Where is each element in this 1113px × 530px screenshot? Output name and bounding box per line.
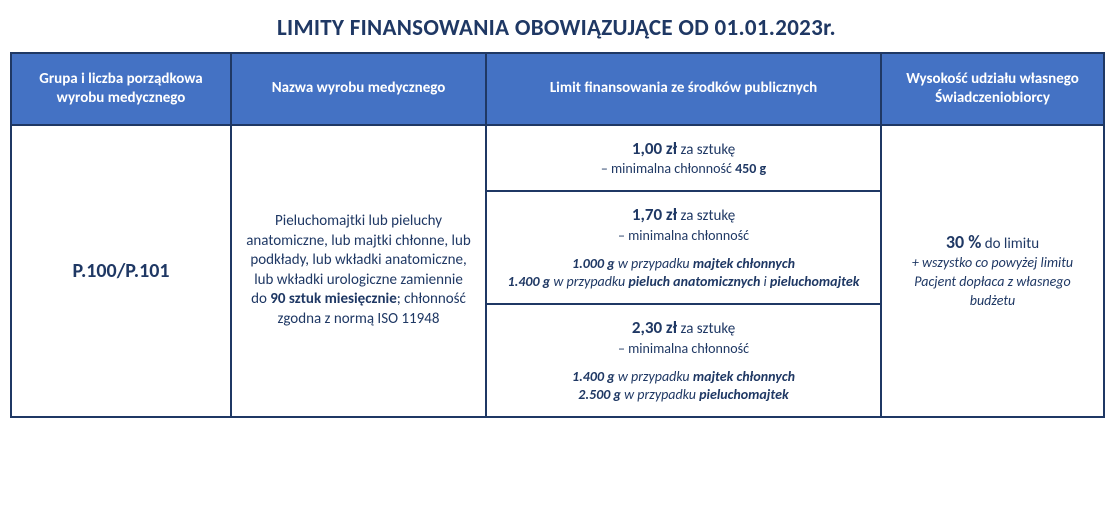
limit-3-unit: za sztukę bbox=[677, 320, 735, 338]
header-limit: Limit finansowania ze środków publicznyc… bbox=[486, 53, 881, 125]
limit-2-details: 1.000 g w przypadku majtek chłonnych 1.4… bbox=[501, 255, 866, 291]
cell-product: Pieluchomajtki lub pieluchy anatomiczne,… bbox=[231, 125, 486, 418]
share-pct: 30 % bbox=[946, 231, 981, 253]
header-product: Nazwa wyrobu medycznego bbox=[231, 53, 486, 125]
cell-code: P.100/P.101 bbox=[11, 125, 231, 418]
limit-3-details: 1.400 g w przypadku majtek chłonnych 2.5… bbox=[501, 368, 866, 404]
share-extra: + wszystko co powyżej limitu Pacjent dop… bbox=[896, 254, 1089, 311]
limit-1-sub-bold: 450 g bbox=[735, 160, 766, 177]
page-title: LIMITY FINANSOWANIA OBOWIĄZUJĄCE OD 01.0… bbox=[10, 14, 1103, 42]
limit-2-price: 1,70 zł bbox=[632, 204, 677, 225]
cell-limit-3: 2,30 zł za sztukę – minimalna chłonność … bbox=[486, 304, 881, 417]
cell-share: 30 % do limitu + wszystko co powyżej lim… bbox=[881, 125, 1104, 418]
table-row: P.100/P.101 Pieluchomajtki lub pieluchy … bbox=[11, 125, 1104, 192]
financing-limits-table: Grupa i liczba porządkowa wyrobu medyczn… bbox=[10, 52, 1105, 418]
table-header-row: Grupa i liczba porządkowa wyrobu medyczn… bbox=[11, 53, 1104, 125]
share-rest: do limitu bbox=[981, 235, 1039, 253]
limit-1-unit: za sztukę bbox=[677, 141, 735, 159]
limit-3-sub: – minimalna chłonność bbox=[618, 340, 749, 357]
cell-limit-1: 1,00 zł za sztukę – minimalna chłonność … bbox=[486, 125, 881, 192]
header-group: Grupa i liczba porządkowa wyrobu medyczn… bbox=[11, 53, 231, 125]
limit-2-sub: – minimalna chłonność bbox=[618, 227, 749, 244]
limit-1-price: 1,00 zł bbox=[632, 138, 677, 159]
limit-2-unit: za sztukę bbox=[677, 207, 735, 225]
header-share: Wysokość udziału własnego Świadczeniobio… bbox=[881, 53, 1104, 125]
code-label: P.100/P.101 bbox=[73, 259, 170, 283]
limit-1-sub: – minimalna chłonność bbox=[601, 160, 735, 177]
cell-limit-2: 1,70 zł za sztukę – minimalna chłonność … bbox=[486, 191, 881, 304]
limit-3-price: 2,30 zł bbox=[632, 317, 677, 338]
product-qty: 90 sztuk miesięcznie bbox=[270, 290, 396, 308]
